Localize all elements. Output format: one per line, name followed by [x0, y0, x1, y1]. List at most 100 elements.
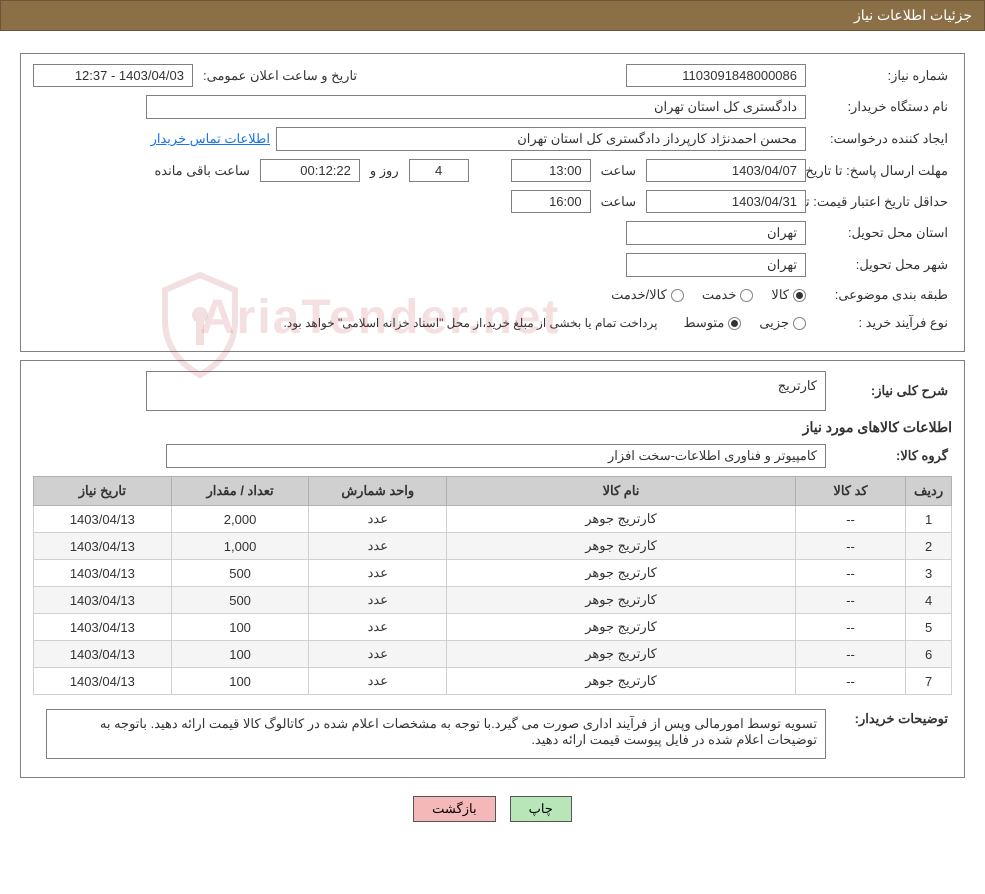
table-cell: -- [795, 641, 905, 668]
delivery-province-field: تهران [626, 221, 806, 245]
table-cell: عدد [309, 560, 447, 587]
table-cell: کارتریج جوهر [447, 506, 796, 533]
requester-field: محسن احمدنژاد کارپرداز دادگستری کل استان… [276, 127, 806, 151]
table-header-cell: ردیف [906, 477, 952, 506]
table-cell: 1403/04/13 [34, 614, 172, 641]
remaining-time-field: 00:12:22 [260, 159, 360, 182]
table-cell: 1403/04/13 [34, 560, 172, 587]
table-cell: 1403/04/13 [34, 587, 172, 614]
items-table: ردیفکد کالانام کالاواحد شمارشتعداد / مقد… [33, 476, 952, 695]
radio-partial-label: جزیی [759, 315, 789, 331]
table-cell: عدد [309, 614, 447, 641]
table-header-cell: تاریخ نیاز [34, 477, 172, 506]
table-cell: 1403/04/13 [34, 668, 172, 695]
deadline-date-field: 1403/04/07 [646, 159, 806, 182]
table-cell: عدد [309, 641, 447, 668]
group-label: گروه کالا: [832, 446, 952, 466]
table-cell: 2,000 [171, 506, 309, 533]
radio-medium-label: متوسط [683, 315, 724, 331]
table-header-cell: نام کالا [447, 477, 796, 506]
table-cell: 1 [906, 506, 952, 533]
time-label-2: ساعت [597, 192, 640, 212]
table-cell: 1403/04/13 [34, 533, 172, 560]
remaining-label: ساعت باقی مانده [150, 161, 253, 181]
days-label: روز و [366, 161, 403, 181]
buyer-notes-label: توضیحات خریدار: [832, 709, 952, 729]
table-row: 1--کارتریج جوهرعدد2,0001403/04/13 [34, 506, 952, 533]
table-cell: 1403/04/13 [34, 641, 172, 668]
price-date-field: 1403/04/31 [646, 190, 806, 213]
process-radio-group: جزیی متوسط [683, 315, 806, 331]
radio-goods-service-label: کالا/خدمت [611, 287, 667, 303]
days-field: 4 [409, 159, 469, 182]
table-row: 2--کارتریج جوهرعدد1,0001403/04/13 [34, 533, 952, 560]
header-title: جزئیات اطلاعات نیاز [854, 7, 972, 23]
items-section-title: اطلاعات کالاهای مورد نیاز [33, 419, 952, 436]
info-panel: شماره نیاز: 1103091848000086 تاریخ و ساع… [20, 53, 965, 352]
delivery-city-label: شهر محل تحویل: [812, 255, 952, 275]
table-row: 7--کارتریج جوهرعدد1001403/04/13 [34, 668, 952, 695]
deadline-time-field: 13:00 [511, 159, 591, 182]
general-desc-field: کارتریج [146, 371, 826, 411]
table-row: 4--کارتریج جوهرعدد5001403/04/13 [34, 587, 952, 614]
buyer-org-field: دادگستری کل استان تهران [146, 95, 806, 119]
category-radio-group: کالا خدمت کالا/خدمت [611, 287, 806, 303]
detail-panel: شرح کلی نیاز: کارتریج اطلاعات کالاهای مو… [20, 360, 965, 778]
general-desc-label: شرح کلی نیاز: [832, 381, 952, 401]
process-type-label: نوع فرآیند خرید : [812, 313, 952, 333]
buyer-notes-field: تسویه توسط امورمالی وپس از فرآیند اداری … [46, 709, 826, 759]
radio-goods-service[interactable] [671, 289, 684, 302]
table-header-cell: کد کالا [795, 477, 905, 506]
announce-field: 1403/04/03 - 12:37 [33, 64, 193, 87]
table-cell: -- [795, 533, 905, 560]
table-cell: کارتریج جوهر [447, 560, 796, 587]
table-cell: کارتریج جوهر [447, 668, 796, 695]
print-button[interactable]: چاپ [510, 796, 572, 822]
table-cell: 100 [171, 614, 309, 641]
time-label-1: ساعت [597, 161, 640, 181]
delivery-city-field: تهران [626, 253, 806, 277]
table-cell: 500 [171, 587, 309, 614]
back-button[interactable]: بازگشت [413, 796, 495, 822]
need-number-field: 1103091848000086 [626, 64, 806, 87]
contact-link[interactable]: اطلاعات تماس خریدار [151, 131, 270, 147]
table-cell: 7 [906, 668, 952, 695]
table-cell: 3 [906, 560, 952, 587]
table-row: 3--کارتریج جوهرعدد5001403/04/13 [34, 560, 952, 587]
table-cell: -- [795, 614, 905, 641]
table-cell: 500 [171, 560, 309, 587]
table-header-cell: تعداد / مقدار [171, 477, 309, 506]
table-cell: -- [795, 587, 905, 614]
table-header-cell: واحد شمارش [309, 477, 447, 506]
table-cell: عدد [309, 668, 447, 695]
category-label: طبقه بندی موضوعی: [812, 285, 952, 305]
requester-label: ایجاد کننده درخواست: [812, 129, 952, 149]
radio-medium[interactable] [728, 317, 741, 330]
table-cell: 5 [906, 614, 952, 641]
need-number-label: شماره نیاز: [812, 66, 952, 86]
group-field: کامپیوتر و فناوری اطلاعات-سخت افزار [166, 444, 826, 468]
radio-partial[interactable] [793, 317, 806, 330]
radio-service[interactable] [740, 289, 753, 302]
table-cell: کارتریج جوهر [447, 641, 796, 668]
table-cell: 100 [171, 668, 309, 695]
buyer-org-label: نام دستگاه خریدار: [812, 97, 952, 117]
table-cell: کارتریج جوهر [447, 533, 796, 560]
table-cell: عدد [309, 587, 447, 614]
page-header: جزئیات اطلاعات نیاز [0, 0, 985, 31]
table-cell: کارتریج جوهر [447, 587, 796, 614]
radio-goods-label: کالا [771, 287, 789, 303]
table-cell: 2 [906, 533, 952, 560]
announce-label: تاریخ و ساعت اعلان عمومی: [199, 66, 361, 86]
table-cell: کارتریج جوهر [447, 614, 796, 641]
radio-service-label: خدمت [702, 287, 737, 303]
table-cell: 1403/04/13 [34, 506, 172, 533]
table-cell: 1,000 [171, 533, 309, 560]
process-note: پرداخت تمام یا بخشی از مبلغ خرید،از محل … [284, 316, 658, 330]
radio-goods[interactable] [793, 289, 806, 302]
table-cell: 100 [171, 641, 309, 668]
table-cell: -- [795, 668, 905, 695]
table-cell: عدد [309, 506, 447, 533]
table-cell: -- [795, 560, 905, 587]
table-row: 5--کارتریج جوهرعدد1001403/04/13 [34, 614, 952, 641]
